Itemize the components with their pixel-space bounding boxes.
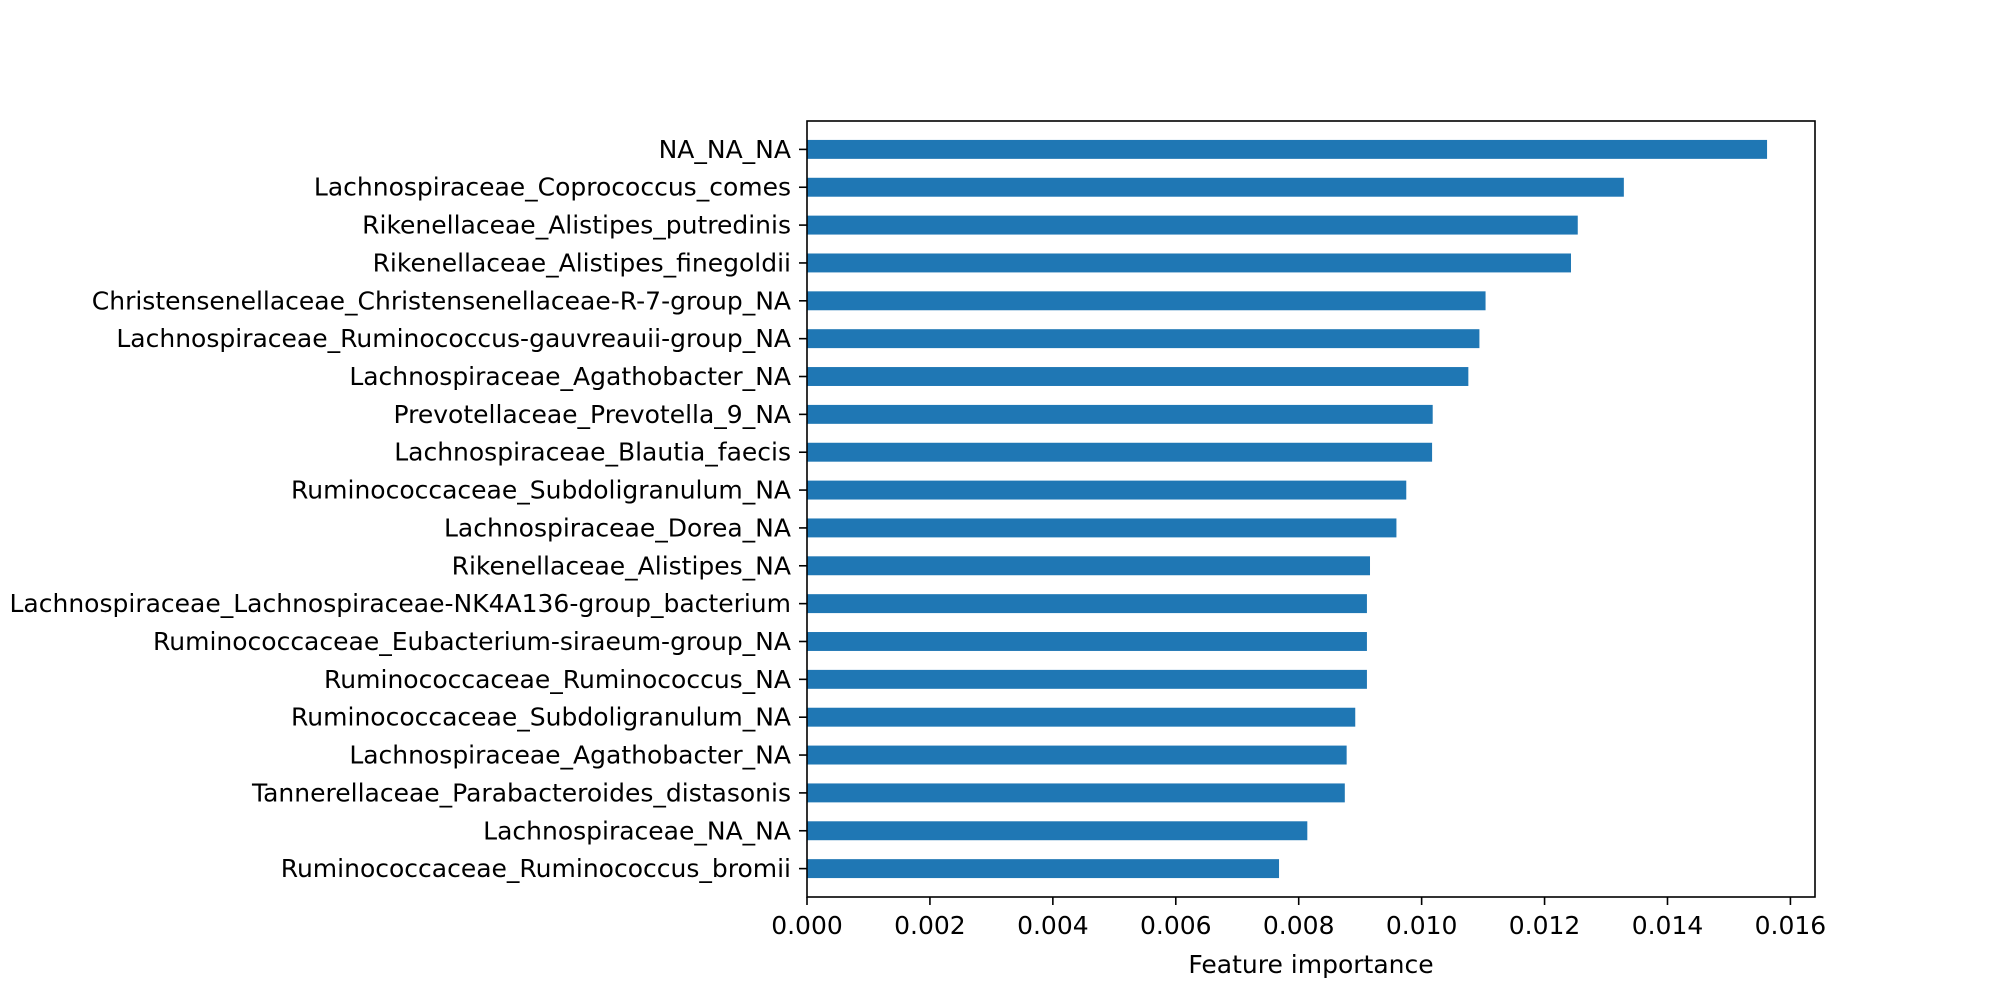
y-axis-ticks: NA_NA_NA Lachnospiraceae_Coprococcus_come… bbox=[10, 135, 807, 883]
bar bbox=[807, 442, 1433, 462]
x-axis-ticks: 0.000 0.002 0.004 0.006 0.008 0.010 0.012 0.014… bbox=[771, 897, 1826, 940]
y-tick-label: Ruminococcaceae_Subdoligranulum_NA bbox=[291, 476, 791, 505]
x-tick-label: 0.010 bbox=[1386, 911, 1458, 940]
y-tick-label: Christensenellaceae_Christensenellaceae-… bbox=[92, 286, 791, 315]
y-tick-label: Prevotellaceae_Prevotella_9_NA bbox=[394, 400, 792, 429]
y-tick-label: Lachnospiraceae_Dorea_NA bbox=[444, 513, 791, 542]
y-tick-label: Lachnospiraceae_Agathobacter_NA bbox=[349, 362, 791, 391]
y-tick-label: NA_NA_NA bbox=[659, 135, 791, 164]
bar bbox=[807, 404, 1433, 424]
bar bbox=[807, 669, 1367, 689]
x-tick-label: 0.004 bbox=[1017, 911, 1089, 940]
bar bbox=[807, 859, 1280, 879]
plot-frame bbox=[806, 120, 1816, 898]
y-tick-label: Lachnospiraceae_Lachnospiraceae-NK4A136-… bbox=[10, 589, 792, 618]
bar bbox=[807, 480, 1407, 500]
bar bbox=[807, 821, 1308, 841]
bar bbox=[807, 632, 1367, 651]
bars-group bbox=[807, 139, 1768, 879]
y-tick-label: Ruminococcaceae_Ruminococcus_NA bbox=[324, 665, 791, 694]
y-tick-label: Lachnospiraceae_Coprococcus_comes bbox=[314, 173, 791, 202]
y-tick-label: Ruminococcaceae_Ruminococcus_bromii bbox=[281, 854, 791, 883]
y-tick-label: Lachnospiraceae_NA_NA bbox=[483, 816, 791, 845]
bar bbox=[807, 367, 1469, 386]
bar bbox=[807, 215, 1578, 235]
y-tick-label: Lachnospiraceae_Blautia_faecis bbox=[394, 438, 791, 467]
y-tick-label: Rikenellaceae_Alistipes_finegoldii bbox=[373, 248, 791, 277]
x-tick-label: 0.000 bbox=[771, 911, 843, 940]
y-tick-label: Lachnospiraceae_Agathobacter_NA bbox=[349, 741, 791, 770]
x-axis-title: Feature importance bbox=[1188, 950, 1433, 979]
bar bbox=[807, 329, 1480, 349]
x-tick-label: 0.002 bbox=[894, 911, 966, 940]
x-tick-label: 0.006 bbox=[1140, 911, 1212, 940]
bar bbox=[807, 253, 1571, 273]
bar bbox=[807, 518, 1397, 538]
bar bbox=[807, 139, 1768, 159]
y-tick-label: Rikenellaceae_Alistipes_putredinis bbox=[362, 211, 791, 240]
bar bbox=[807, 707, 1356, 727]
y-tick-label: Ruminococcaceae_Subdoligranulum_NA bbox=[291, 703, 791, 732]
x-tick-label: 0.008 bbox=[1263, 911, 1335, 940]
bar bbox=[807, 745, 1347, 765]
bar bbox=[807, 594, 1367, 614]
bar bbox=[807, 556, 1371, 576]
bar bbox=[807, 177, 1624, 197]
x-tick-label: 0.014 bbox=[1632, 911, 1704, 940]
x-tick-label: 0.016 bbox=[1755, 911, 1827, 940]
bar bbox=[807, 291, 1486, 311]
y-tick-label: Rikenellaceae_Alistipes_NA bbox=[452, 551, 791, 580]
y-tick-label: Ruminococcaceae_Eubacterium-siraeum-grou… bbox=[153, 627, 791, 656]
y-tick-label: Lachnospiraceae_Ruminococcus-gauvreauii-… bbox=[116, 324, 791, 353]
y-tick-label: Tannerellaceae_Parabacteroides_distasoni… bbox=[251, 778, 791, 807]
x-tick-label: 0.012 bbox=[1509, 911, 1581, 940]
bar bbox=[807, 783, 1345, 803]
